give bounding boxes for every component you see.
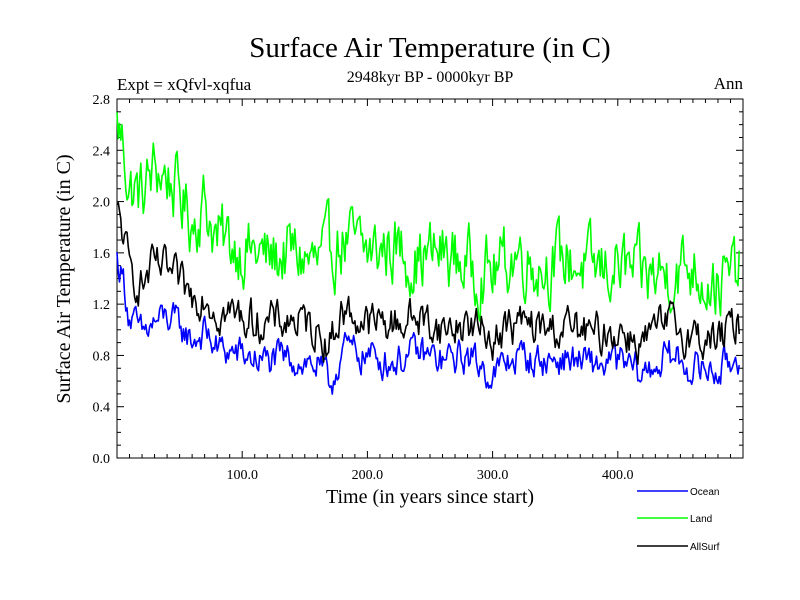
x-tick-label: 300.0: [477, 468, 509, 483]
x-tick-label: 100.0: [226, 468, 258, 483]
y-tick-label: 0.8: [93, 349, 111, 364]
y-tick-label: 2.0: [93, 196, 111, 211]
x-tick-label: 400.0: [602, 468, 634, 483]
x-tick-label: 200.0: [352, 468, 384, 483]
chart-subtitle: 2948kyr BP - 0000kyr BP: [347, 69, 514, 86]
y-tick-label: 1.6: [93, 247, 111, 262]
series-lines: [116, 112, 740, 395]
series-line-land: [116, 112, 740, 323]
axis-ticks: 0.0 0.4 0.8 1.2 1.6 2.0 2.4 2.8 100.0 200.0 300.0 4…: [93, 93, 743, 483]
experiment-label: Expt = xQfvl-xqfua: [117, 75, 252, 94]
legend-label-land: Land: [690, 514, 712, 525]
y-tick-label: 1.2: [93, 298, 111, 313]
chart-title: Surface Air Temperature (in C): [249, 32, 610, 64]
x-axis-label: Time (in years since start): [326, 486, 534, 508]
legend-label-allsurf: AllSurf: [690, 542, 720, 553]
season-label: Ann: [714, 74, 744, 93]
series-line-allsurf: [116, 202, 740, 366]
legend-label-ocean: Ocean: [690, 487, 719, 498]
y-tick-label: 0.0: [93, 452, 111, 467]
legend: Ocean Land AllSurf: [637, 487, 720, 553]
y-tick-label: 2.8: [93, 93, 111, 108]
y-tick-label: 2.4: [93, 144, 111, 159]
y-axis-label: Surface Air Temperature (in C): [53, 154, 75, 403]
y-tick-label: 0.4: [93, 401, 111, 416]
